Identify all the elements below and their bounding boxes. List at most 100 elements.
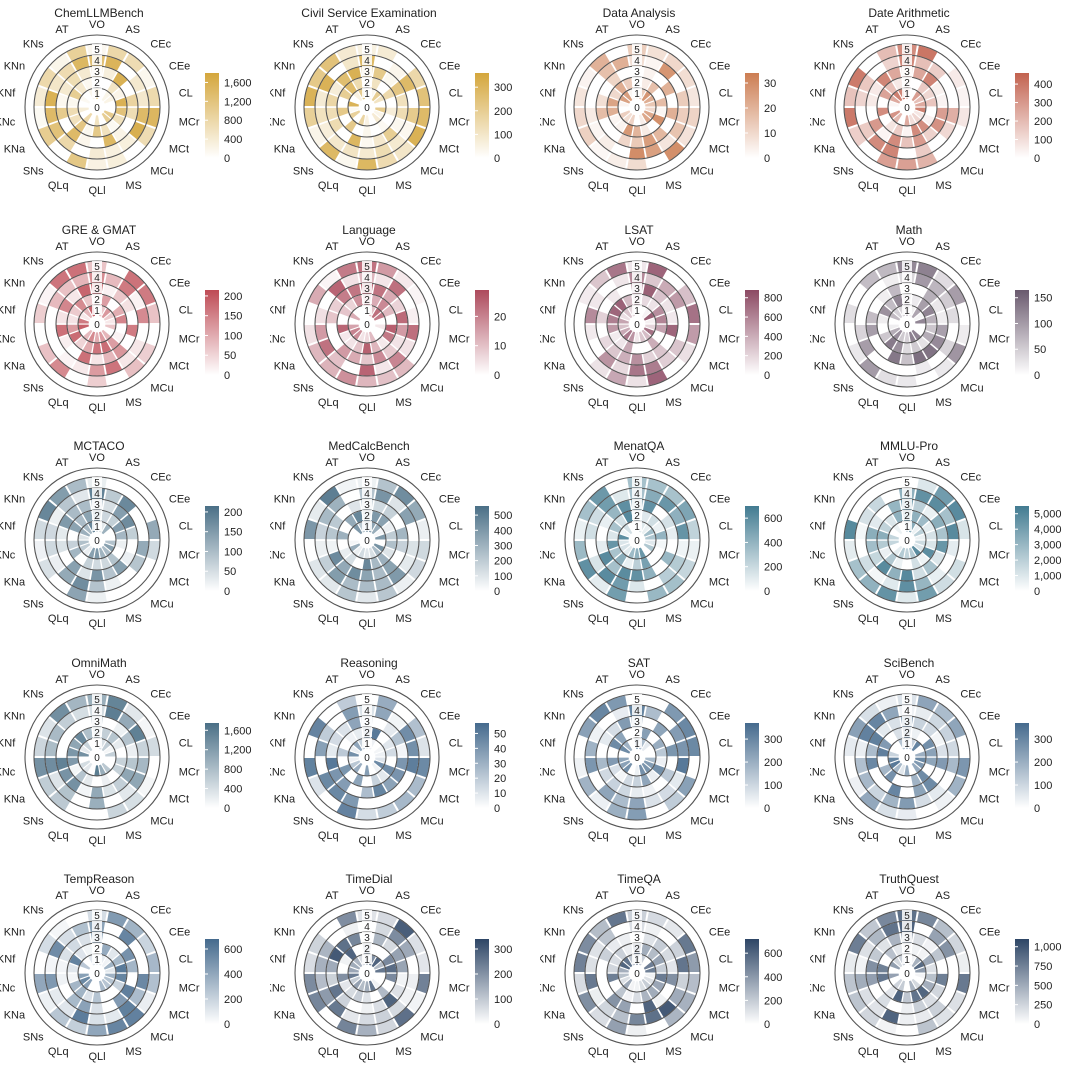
category-label: CEc bbox=[150, 904, 171, 916]
category-label: KNc bbox=[0, 333, 16, 345]
ring-label: 1 bbox=[904, 739, 910, 750]
colorbar-tick-label: 0 bbox=[764, 153, 770, 165]
heat-cell bbox=[93, 114, 101, 127]
colorbar bbox=[1015, 73, 1029, 158]
ring-label: 1 bbox=[364, 955, 370, 966]
heat-cell bbox=[88, 796, 106, 809]
category-label: QLq bbox=[588, 1046, 609, 1058]
heat-cell bbox=[356, 374, 378, 387]
category-label: AS bbox=[665, 457, 680, 469]
category-label: CL bbox=[179, 954, 193, 966]
colorbar bbox=[475, 73, 489, 158]
heat-cell bbox=[89, 569, 105, 582]
category-label: MCt bbox=[709, 144, 729, 156]
colorbar-tick-label: 30 bbox=[494, 758, 506, 770]
heat-cell bbox=[654, 539, 668, 551]
outer-circle bbox=[294, 34, 440, 180]
colorbar bbox=[475, 289, 489, 375]
ring-label: 0 bbox=[634, 103, 640, 114]
category-label: CL bbox=[449, 737, 463, 749]
category-label: SNs bbox=[833, 815, 854, 827]
colorbar-tick-label: 0 bbox=[764, 1019, 770, 1031]
category-label: KNn bbox=[4, 277, 25, 289]
ring-label: 2 bbox=[364, 295, 370, 306]
chart-title: Data Analysis bbox=[603, 6, 676, 20]
colorbar-tick-label: 0 bbox=[494, 803, 500, 815]
heat-cell bbox=[88, 1012, 106, 1026]
category-label: QLl bbox=[88, 402, 105, 414]
ring-label: 1 bbox=[634, 522, 640, 533]
category-label: CEe bbox=[439, 710, 460, 722]
category-label: AS bbox=[665, 24, 680, 36]
ring-label: 0 bbox=[904, 753, 910, 764]
category-label: MCu bbox=[960, 166, 983, 178]
category-label: QLl bbox=[898, 618, 915, 630]
category-label: KNf bbox=[810, 304, 826, 316]
colorbar-tick-label: 100 bbox=[224, 546, 242, 558]
category-label: KNc bbox=[540, 982, 556, 994]
category-label: AS bbox=[125, 674, 140, 686]
category-label: AS bbox=[935, 890, 950, 902]
category-label: KNf bbox=[810, 954, 826, 966]
colorbar-tick-label: 200 bbox=[1034, 757, 1052, 769]
category-label: KNs bbox=[563, 471, 584, 483]
ring-label: 0 bbox=[364, 753, 370, 764]
colorbar-tick-label: 250 bbox=[1034, 1000, 1052, 1012]
category-label: KNn bbox=[814, 494, 835, 506]
category-label: MCu bbox=[690, 382, 713, 394]
category-label: MCt bbox=[439, 1010, 459, 1022]
category-label: CEe bbox=[439, 277, 460, 289]
colorbar-tick-label: 0 bbox=[224, 370, 230, 382]
colorbar-tick-label: 5,000 bbox=[1034, 509, 1062, 521]
ring-label: 2 bbox=[94, 511, 100, 522]
category-label: CEc bbox=[960, 471, 981, 483]
category-label: CL bbox=[719, 737, 733, 749]
category-label: KNf bbox=[810, 737, 826, 749]
category-label: CL bbox=[179, 304, 193, 316]
colorbar-tick-label: 200 bbox=[1034, 116, 1052, 128]
category-label: SNs bbox=[563, 599, 584, 611]
category-label: KNf bbox=[540, 304, 556, 316]
colorbar-tick-label: 0 bbox=[224, 803, 230, 815]
heat-cell bbox=[356, 590, 378, 604]
ring-label: 3 bbox=[634, 284, 640, 295]
category-label: QLq bbox=[318, 829, 339, 841]
category-label: CEe bbox=[979, 494, 1000, 506]
chart-title: MCTACO bbox=[73, 439, 124, 453]
ring-label: 4 bbox=[364, 706, 370, 717]
category-label: QLl bbox=[358, 185, 375, 197]
chart-title: SciBench bbox=[884, 656, 935, 670]
category-label: QLl bbox=[358, 1051, 375, 1063]
colorbar-tick-label: 100 bbox=[1034, 135, 1052, 147]
colorbar-tick-label: 100 bbox=[1034, 780, 1052, 792]
colorbar bbox=[475, 506, 489, 591]
heat-cell bbox=[336, 529, 350, 541]
colorbar-tick-label: 1,600 bbox=[224, 77, 252, 89]
category-label: QLq bbox=[858, 396, 879, 408]
ring-label: 1 bbox=[364, 522, 370, 533]
heat-cell bbox=[898, 796, 916, 809]
ring-label: 2 bbox=[634, 78, 640, 89]
ring-label: 0 bbox=[904, 103, 910, 114]
heat-cell bbox=[628, 796, 646, 809]
heat-cell bbox=[896, 807, 918, 820]
category-label: QLl bbox=[898, 835, 915, 847]
ring-label: 0 bbox=[634, 969, 640, 980]
colorbar-tick-label: 100 bbox=[224, 330, 242, 342]
category-label: MS bbox=[665, 1046, 682, 1058]
category-label: KNc bbox=[810, 549, 826, 561]
colorbar-tick-label: 100 bbox=[1034, 318, 1052, 330]
category-label: CEe bbox=[439, 494, 460, 506]
heat-cell bbox=[876, 962, 890, 974]
colorbar-tick-label: 400 bbox=[224, 134, 242, 146]
heat-cell bbox=[629, 569, 645, 582]
heat-cell bbox=[628, 146, 646, 160]
heat-cell bbox=[896, 374, 918, 387]
colorbar-tick-label: 1,200 bbox=[224, 744, 252, 756]
